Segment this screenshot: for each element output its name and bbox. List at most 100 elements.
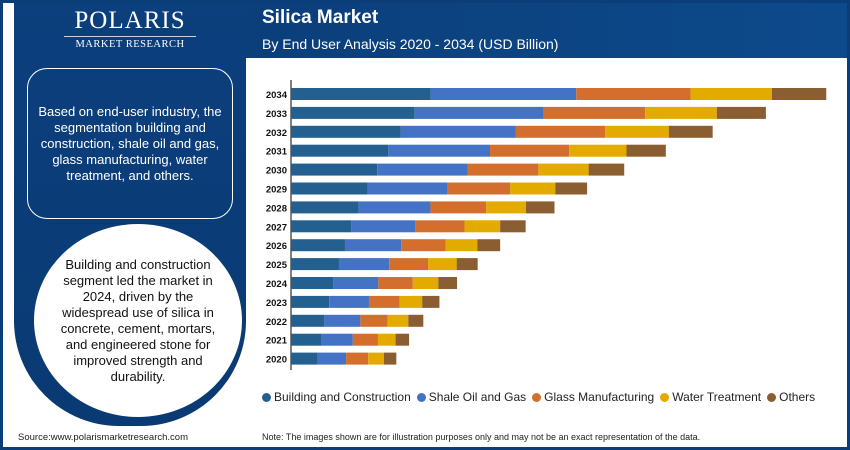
y-tick-label: 2021: [266, 336, 288, 347]
bar-segment: [324, 314, 361, 327]
bar-segment: [605, 125, 669, 138]
bar-segment: [395, 333, 410, 346]
chart-area: 2034 2033 2032 2031 2030 2029 2028 2027 2026 2025…: [246, 58, 850, 426]
bar-segment: [346, 352, 369, 365]
y-tick-label: 2020: [266, 355, 287, 366]
legend-label: Water Treatment: [672, 390, 762, 404]
legend-item: Glass Manufacturing: [532, 390, 654, 404]
bar-segment: [555, 182, 588, 195]
bar-segment: [351, 220, 416, 233]
bar-segment: [430, 88, 577, 100]
bar-segment: [291, 239, 345, 252]
y-tick-label: 2025: [266, 260, 288, 271]
bar-segment: [338, 258, 390, 271]
polaris-logo: POLARIS MARKET RESEARCH: [60, 8, 200, 50]
disclaimer-note: Note: The images shown are for illustrat…: [262, 432, 701, 442]
bar-segment: [291, 220, 352, 233]
bar-segment: [626, 144, 666, 157]
legend-swatch: [660, 392, 670, 402]
bar-segment: [291, 295, 330, 308]
bar-segment: [389, 258, 429, 271]
bar-segment: [412, 277, 439, 289]
bar-segment: [690, 88, 772, 100]
highlight-text: Building and construction segment led th…: [60, 256, 216, 384]
bar-segment: [352, 333, 378, 346]
bar-segment: [320, 333, 353, 346]
legend-item: Building and Construction: [262, 390, 411, 404]
legend-item: Others: [767, 390, 815, 404]
y-tick-label: 2030: [266, 166, 287, 177]
bar-segment: [588, 163, 625, 176]
bar-segment: [291, 144, 389, 157]
bar-segment: [668, 125, 713, 138]
legend-swatch: [532, 392, 542, 402]
bar-segment: [438, 277, 458, 289]
bar-segment: [377, 163, 468, 176]
bar-segment: [333, 277, 379, 289]
legend-swatch: [416, 392, 426, 402]
bar-segment: [428, 258, 457, 271]
bar-segment: [291, 258, 339, 271]
bar-segment: [430, 201, 487, 214]
bar-segment: [415, 220, 465, 233]
bar-segment: [477, 239, 501, 252]
highlight-circle: Building and construction segment led th…: [34, 224, 242, 417]
bar-segment: [490, 144, 570, 157]
bar-segment: [645, 106, 717, 119]
bar-segment: [399, 295, 423, 308]
bar-segment: [576, 88, 691, 100]
bar-segment: [388, 144, 491, 157]
bar-segment: [387, 314, 409, 327]
bar-segment: [291, 352, 318, 365]
bar-segment: [464, 220, 501, 233]
legend-label: Glass Manufacturing: [544, 390, 655, 404]
bar-segment: [291, 314, 325, 327]
legend-swatch: [767, 392, 777, 402]
y-tick-label: 2022: [266, 317, 287, 328]
bar-segment: [344, 239, 402, 252]
bar-segment: [368, 295, 400, 308]
bar-segment: [771, 88, 827, 100]
bar-segment: [317, 352, 347, 365]
bar-segment: [291, 163, 378, 176]
bar-segment: [447, 182, 511, 195]
bar-segment: [291, 88, 431, 100]
legend-swatch: [262, 392, 271, 402]
legend-item: Shale Oil and Gas: [416, 390, 527, 404]
y-tick-label: 2023: [266, 298, 287, 309]
bar-segment: [358, 201, 431, 214]
bar-segment: [543, 106, 646, 119]
legend-label: Building and Construction: [274, 390, 411, 404]
y-tick-label: 2028: [266, 203, 287, 214]
y-tick-label: 2027: [266, 222, 287, 233]
bar-segment: [360, 314, 388, 327]
logo-name: POLARIS: [74, 7, 186, 34]
bar-segment: [291, 277, 334, 289]
bar-segment: [401, 239, 446, 252]
segmentation-text: Based on end-user industry, the segmenta…: [38, 103, 222, 183]
bar-segment: [445, 239, 478, 252]
y-tick-label: 2033: [266, 109, 287, 120]
y-tick-label: 2034: [266, 90, 288, 101]
bar-segment: [569, 144, 627, 157]
chart-legend: Building and Construction Shale Oil and G…: [262, 390, 815, 404]
bar-segment: [291, 182, 368, 195]
legend-label: Shale Oil and Gas: [428, 390, 527, 404]
bar-segment: [515, 125, 606, 138]
bar-segment: [291, 201, 359, 214]
source-text: Source:www.polarismarketresearch.com: [18, 432, 189, 443]
chart-title: Silica Market: [262, 7, 379, 28]
legend-item: Water Treatment: [660, 390, 761, 404]
bar-segment: [486, 201, 527, 214]
y-tick-label: 2031: [266, 147, 288, 158]
segmentation-info-box: Based on end-user industry, the segmenta…: [27, 68, 233, 219]
stacked-bar-chart: 2034 2033 2032 2031 2030 2029 2028 2027 2026 2025…: [266, 80, 827, 370]
bar-segment: [500, 220, 526, 233]
bar-segment: [383, 352, 397, 365]
bar-segment: [400, 125, 516, 138]
y-tick-label: 2029: [266, 185, 287, 196]
legend-label: Others: [779, 390, 816, 404]
bar-segment: [526, 201, 555, 214]
bar-segment: [510, 182, 556, 195]
bar-segment: [716, 106, 766, 119]
